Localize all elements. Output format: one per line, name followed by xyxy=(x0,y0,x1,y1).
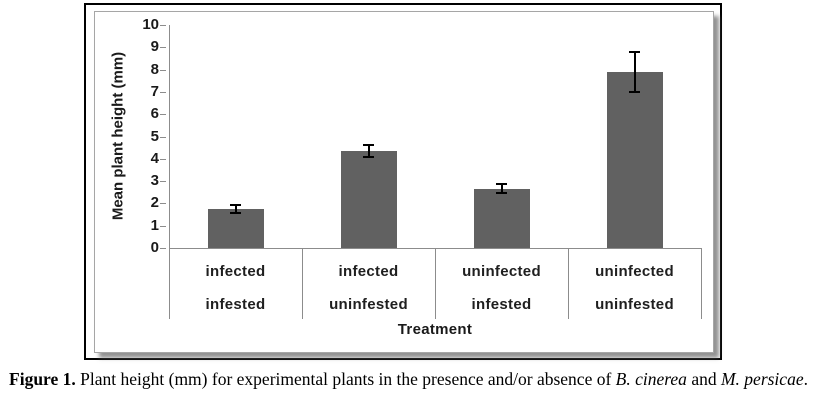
category-separator xyxy=(435,249,436,319)
bar xyxy=(606,71,663,248)
y-tick-label: 9 xyxy=(150,38,159,56)
category-label-row1: infected xyxy=(338,263,399,280)
category-separator xyxy=(169,249,170,319)
figure-caption: Figure 1. Plant height (mm) for experime… xyxy=(0,369,817,390)
y-tick-label: 8 xyxy=(150,60,159,78)
error-bar-cap xyxy=(496,192,507,195)
error-bar-cap xyxy=(363,155,374,158)
y-tick-mark xyxy=(160,225,166,227)
y-tick-label: 2 xyxy=(150,194,159,212)
y-tick-mark xyxy=(160,136,166,138)
category-label-row2: uninfested xyxy=(595,296,674,313)
y-tick-mark xyxy=(160,248,166,249)
category-label-row2: infested xyxy=(205,296,266,313)
y-tick-label: 1 xyxy=(150,216,159,234)
x-axis-title: Treatment xyxy=(397,321,473,338)
y-tick-mark xyxy=(160,181,166,183)
caption-period: . xyxy=(803,369,808,389)
caption-species-1: B. cinerea xyxy=(615,369,687,389)
figure-frame: Mean plant height (mm) Treatment 0 1 2 3 4 5 6… xyxy=(84,3,722,360)
error-bar-cap xyxy=(629,90,640,93)
bar xyxy=(340,150,397,248)
error-bar-line xyxy=(633,51,636,92)
error-bar-cap xyxy=(363,144,374,147)
category-separator xyxy=(302,249,303,319)
y-tick-label: 5 xyxy=(150,127,159,145)
y-tick-label: 0 xyxy=(150,239,159,256)
y-tick-mark xyxy=(160,203,166,205)
plot-area xyxy=(169,25,702,249)
y-tick-label: 4 xyxy=(150,149,159,167)
y-tick-mark xyxy=(160,91,166,93)
caption-species-2: M. persicae xyxy=(720,369,804,389)
y-tick-mark xyxy=(160,114,166,116)
error-bar-line xyxy=(500,184,503,194)
bar xyxy=(473,188,530,248)
y-tick-label: 6 xyxy=(150,105,159,123)
error-bar-line xyxy=(234,204,237,214)
error-bar-cap xyxy=(496,183,507,186)
y-tick-label: 7 xyxy=(150,82,159,100)
bar xyxy=(207,208,264,248)
category-separator xyxy=(701,249,702,319)
chart-canvas: Mean plant height (mm) Treatment 0 1 2 3 4 5 6… xyxy=(94,11,714,353)
category-label-row1: uninfected xyxy=(462,263,541,280)
error-bar-cap xyxy=(230,203,241,206)
category-label-row2: infested xyxy=(471,296,532,313)
y-tick-mark xyxy=(160,25,166,26)
category-label-row2: uninfested xyxy=(329,296,408,313)
y-tick-label: 3 xyxy=(150,172,159,190)
y-tick-mark xyxy=(160,158,166,160)
error-bar-line xyxy=(367,145,370,157)
y-tick-mark xyxy=(160,69,166,71)
error-bar-cap xyxy=(230,212,241,215)
caption-text: Plant height (mm) for experimental plant… xyxy=(75,369,616,389)
y-axis-title: Mean plant height (mm) xyxy=(109,51,127,221)
y-tick-mark xyxy=(160,47,166,49)
caption-conjunction: and xyxy=(686,369,721,389)
caption-label: Figure 1. xyxy=(9,369,76,389)
y-tick-label: 10 xyxy=(142,16,159,33)
error-bar-cap xyxy=(629,50,640,53)
category-separator xyxy=(568,249,569,319)
category-label-row1: uninfected xyxy=(595,263,674,280)
category-label-row1: infected xyxy=(205,263,266,280)
